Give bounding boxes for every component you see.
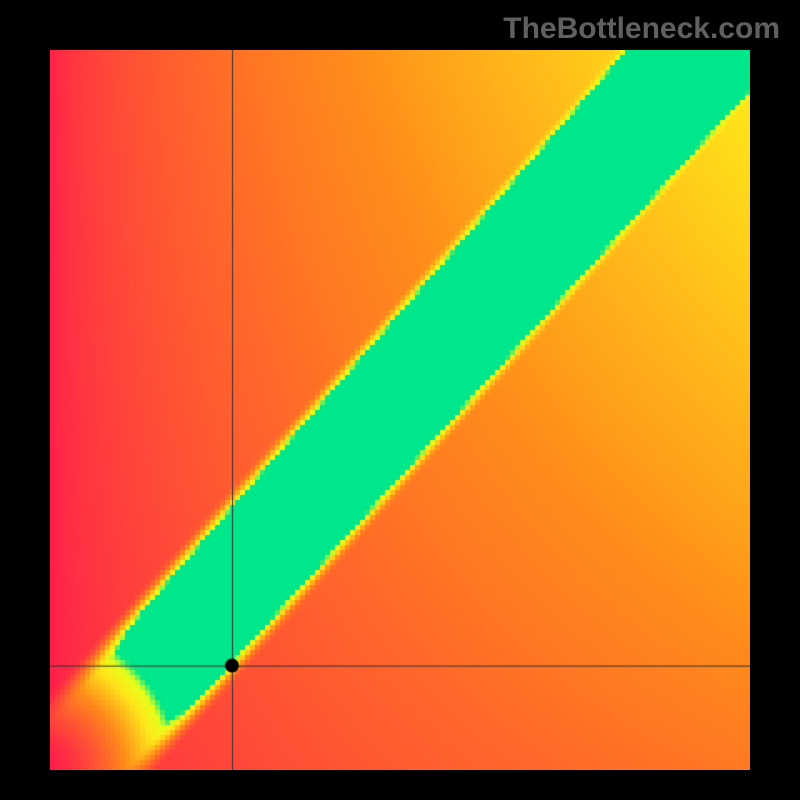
chart-container: TheBottleneck.com xyxy=(0,0,800,800)
watermark-text: TheBottleneck.com xyxy=(503,12,780,46)
bottleneck-heatmap xyxy=(50,50,750,770)
